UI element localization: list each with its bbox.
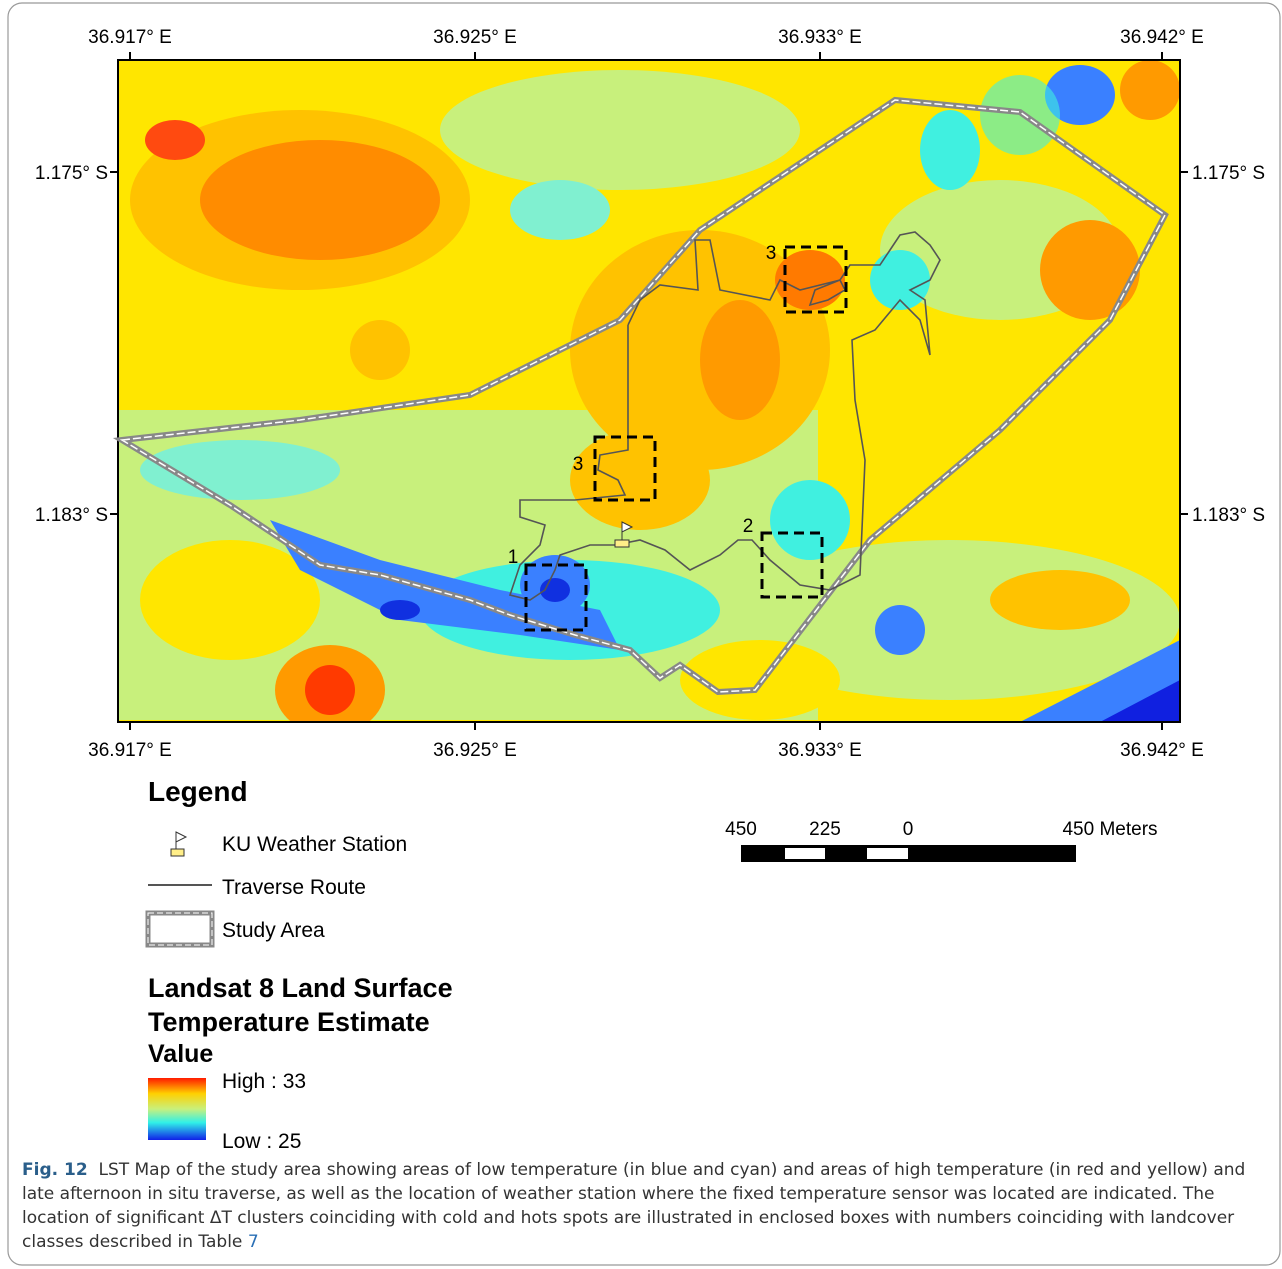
scale-label: 0 [903,819,914,840]
legend-title: Legend [148,776,248,807]
ramp-high: High : 33 [222,1070,306,1093]
ramp-low: Low : 25 [222,1130,301,1153]
legend: Legend KU Weather Station Traverse Route… [148,776,453,1153]
legend-item: Study Area [222,919,325,942]
lon-label: 36.917° E [88,27,172,48]
station-icon [171,832,186,856]
lon-label: 36.925° E [433,740,517,761]
lat-label: 1.175° S [35,163,108,184]
scale-bar: 450 225 0 450 Meters [725,819,1157,862]
lst-raster [118,60,1180,735]
lon-label: 36.933° E [778,27,862,48]
box-label: 3 [573,454,584,475]
table-ref[interactable]: 7 [248,1232,259,1252]
raster-title-line: Temperature Estimate [148,1007,430,1037]
lon-label: 36.925° E [433,27,517,48]
scale-label: 450 [725,819,757,840]
value-heading: Value [148,1040,213,1068]
area-icon [148,913,212,945]
lon-label: 36.942° E [1120,27,1204,48]
color-ramp [148,1078,206,1140]
lon-label: 36.942° E [1120,740,1204,761]
legend-item: Traverse Route [222,876,366,899]
lat-label: 1.183° S [1192,505,1265,526]
scale-label: 450 Meters [1062,819,1157,840]
page: {"map": {"lon_labels": ["36.917° E", "36… [0,0,1282,1269]
caption-text: LST Map of the study area showing areas … [22,1160,1245,1252]
lon-label: 36.917° E [88,740,172,761]
raster-title-line: Landsat 8 Land Surface [148,973,453,1003]
box-label: 2 [743,516,754,537]
lat-label: 1.175° S [1192,163,1265,184]
figure: 3 3 2 1 36.917° E 36.925° E 36.933° E 36… [0,0,1282,1269]
caption-label: Fig. 12 [22,1160,88,1180]
box-label: 3 [766,243,777,264]
lon-label: 36.933° E [778,740,862,761]
box-label: 1 [508,547,519,568]
lat-label: 1.183° S [35,505,108,526]
raster-title: Landsat 8 Land Surface Temperature Estima… [148,973,453,1037]
scale-label: 225 [809,819,841,840]
caption: Fig. 12 LST Map of the study area showin… [22,1158,1267,1254]
legend-item: KU Weather Station [222,833,407,856]
